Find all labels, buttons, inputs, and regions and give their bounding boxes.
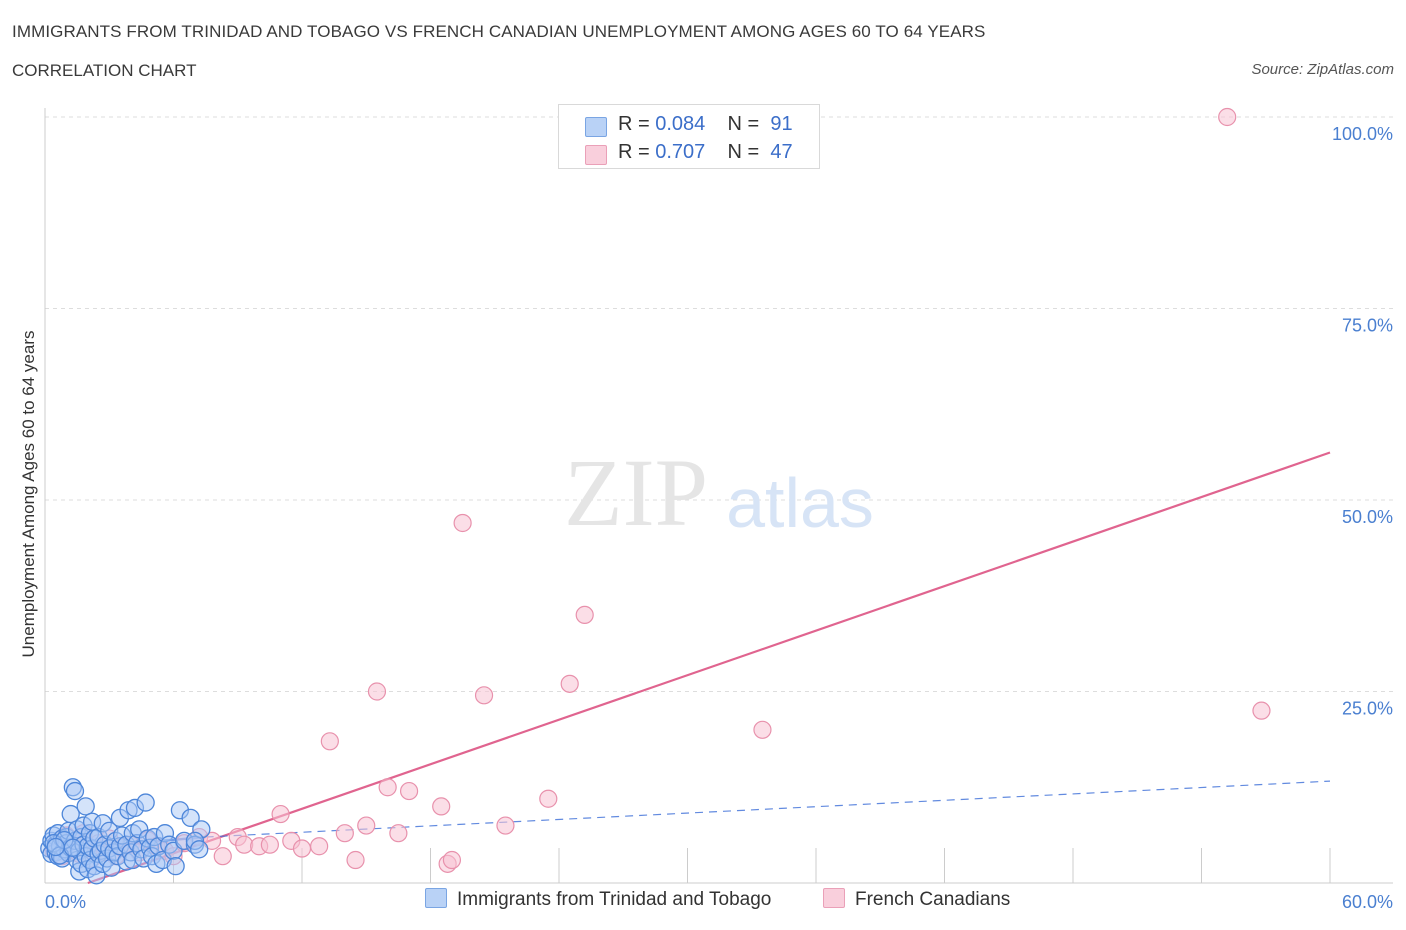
legend-r-value: 0.707 [655,141,706,163]
chart-title: IMMIGRANTS FROM TRINIDAD AND TOBAGO VS F… [12,22,986,41]
data-point-french-canadians [539,789,558,808]
data-point-french-canadians [378,778,397,797]
data-point-trinidad [181,808,200,828]
data-point-french-canadians [389,824,408,843]
watermark: ZIP atlas [564,439,874,546]
legend-r-label: R = [618,141,650,163]
data-point-trinidad [166,856,185,876]
data-point-french-canadians [292,839,312,858]
data-point-trinidad [61,804,80,824]
data-point-french-canadians [310,837,329,856]
y-tick-label: 50.0% [1342,507,1393,527]
data-point-french-canadians [235,835,254,854]
data-point-french-canadians [320,732,339,751]
y-tick-label: 75.0% [1342,316,1393,336]
data-point-french-canadians [753,720,772,739]
data-point-french-canadians [560,674,579,693]
data-point-french-canadians [399,781,419,801]
bottom-legend-french-canadians: French Canadians [823,888,1010,911]
stats-legend: R = 0.084 N = 91 R = 0.707 N = 47 [558,104,820,169]
y-tick-label: 100.0% [1332,124,1393,144]
data-point-french-canadians [357,816,376,835]
source-credit: Source: ZipAtlas.com [1251,61,1394,78]
chart-subtitle: CORRELATION CHART [12,61,197,80]
data-point-trinidad [190,840,209,859]
data-point-french-canadians [496,816,515,835]
series-trinidad-tobago [40,778,211,885]
axes [44,108,1393,884]
legend-r-label: R = [618,113,650,135]
legend-n-label: N = [727,113,760,135]
legend-swatch-pink [585,145,607,165]
bottom-legend-label: French Canadians [855,889,1011,910]
data-point-trinidad [65,781,85,801]
data-point-french-canadians [1252,701,1271,720]
data-point-french-canadians [213,847,232,866]
data-point-french-canadians [474,686,494,705]
legend-n-label: N = [727,141,760,163]
legend-swatch-blue [585,117,607,137]
grid-lines [45,116,1393,692]
legend-n-value: 91 [770,113,793,135]
x-tick-label: 60.0% [1342,892,1393,912]
data-point-french-canadians [453,513,472,533]
data-point-french-canadians [271,804,290,824]
data-point-trinidad [136,793,155,812]
data-point-french-canadians [367,682,387,701]
data-point-french-canadians [442,850,462,870]
data-point-trinidad [46,837,65,857]
tick-labels: 25.0% 50.0% 75.0% 100.0% 0.0% 60.0% [45,124,1393,912]
data-point-french-canadians [432,797,451,816]
data-point-trinidad [76,797,95,816]
data-point-french-canadians [1218,107,1237,127]
bottom-legend-trinidad: Immigrants from Trinidad and Tobago [425,888,771,911]
data-point-french-canadians [260,835,279,854]
watermark-zip: ZIP [564,439,708,546]
bottom-legend-swatch-pink [823,888,845,908]
data-point-trinidad [63,838,82,857]
y-tick-label: 25.0% [1342,699,1393,719]
bottom-legend-swatch-blue [425,888,447,908]
data-point-french-canadians [346,850,365,870]
trend-line-french-canadians [87,451,1331,885]
x-tick-label: 0.0% [45,892,86,912]
legend-r-value: 0.084 [655,113,706,135]
y-axis-label: Unemployment Among Ages 60 to 64 years [19,331,38,658]
watermark-atlas: atlas [726,464,874,542]
data-point-french-canadians [575,605,594,625]
bottom-legend-label: Immigrants from Trinidad and Tobago [457,889,772,910]
data-point-french-canadians [335,824,354,843]
legend-n-value: 47 [770,141,793,163]
